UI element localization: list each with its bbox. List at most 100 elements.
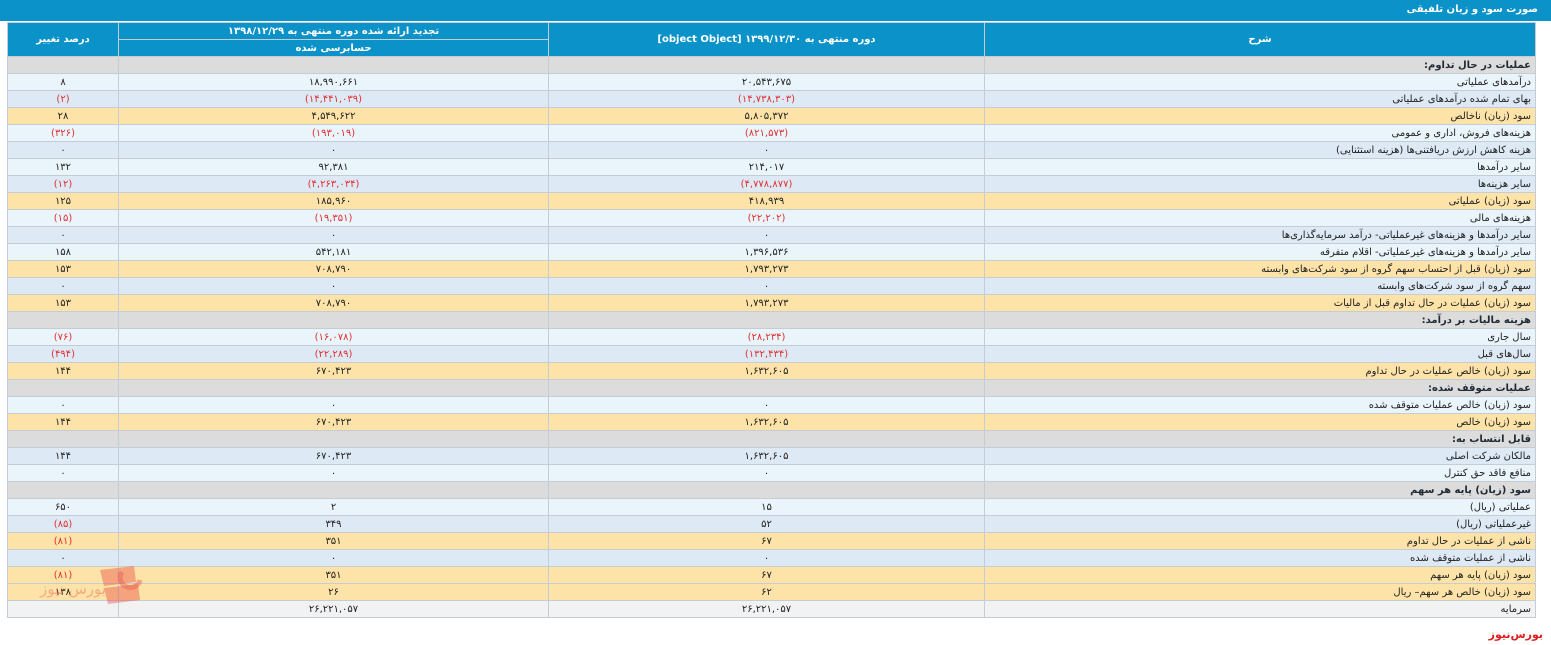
row-previous-value: ۷۰۸,۷۹۰ — [118, 294, 549, 312]
row-description: سود (زیان) قبل از احتساب سهم گروه از سود… — [984, 260, 1536, 278]
brand-logo-text: بورس‌نیوز — [1488, 628, 1543, 641]
row-change-pct: ۱۴۴ — [7, 362, 119, 380]
row-current-value: ۲۶,۲۲۱,۰۵۷ — [548, 600, 985, 618]
header-desc: شرح — [984, 22, 1536, 57]
row-current-value: ۲۱۴,۰۱۷ — [548, 158, 985, 176]
header-audited: حسابرسی شده — [118, 39, 549, 57]
row-change-pct: (۱۲) — [7, 175, 119, 193]
table-row: بهای تمام شده درآمدهای عملیاتی (۱۴,۷۳۸,۳۰… — [7, 90, 1536, 108]
table-row: هزینه‌های فروش، اداری و عمومی (۸۲۱,۵۷۳) (۱… — [7, 124, 1536, 142]
row-description: قابل انتساب به: — [984, 430, 1536, 448]
header-previous-period: تجدید ارائه شده دوره منتهی به ۱۳۹۸/۱۲/۲۹ — [118, 22, 549, 40]
header-current-period: دوره منتهی به ۱۳۹۹/۱۲/۳۰ [object Object] — [548, 22, 985, 57]
report-title: صورت سود و زیان تلفیقی — [1406, 4, 1538, 15]
row-description: سال‌های قبل — [984, 345, 1536, 363]
row-previous-value: ۰ — [118, 141, 549, 159]
row-current-value — [548, 481, 985, 499]
row-previous-value: (۱۹۳,۰۱۹) — [118, 124, 549, 142]
header-row: شرح دوره منتهی به ۱۳۹۹/۱۲/۳۰ [object Obj… — [7, 22, 1536, 57]
row-previous-value: (۱۴,۴۴۱,۰۳۹) — [118, 90, 549, 108]
row-current-value: ۱,۳۹۶,۵۳۶ — [548, 243, 985, 261]
row-description: سود (زیان) عملیات در حال تداوم قبل از ما… — [984, 294, 1536, 312]
row-change-pct: ۱۵۳ — [7, 294, 119, 312]
row-change-pct: (۸۵) — [7, 515, 119, 533]
row-current-value: ۶۷ — [548, 566, 985, 584]
table-row: سایر درآمدها و هزینه‌های غیرعملیاتی- اقل… — [7, 243, 1536, 261]
row-previous-value: (۲۲,۲۸۹) — [118, 345, 549, 363]
row-change-pct — [7, 600, 119, 618]
table-row: ناشی از عملیات در حال تداوم ۶۷ ۳۵۱ (۸۱) — [7, 532, 1536, 550]
row-previous-value: ۰ — [118, 464, 549, 482]
row-previous-value: ۱۸,۹۹۰,۶۶۱ — [118, 73, 549, 91]
row-previous-value: ۳۵۱ — [118, 566, 549, 584]
row-description: غیرعملیاتی (ریال) — [984, 515, 1536, 533]
row-description: درآمدهای عملیاتی — [984, 73, 1536, 91]
header-subrow: حسابرسی شده — [8, 39, 1536, 57]
table-row: سود (زیان) خالص عملیات متوقف شده ۰ ۰ ۰ — [7, 396, 1536, 414]
row-current-value: ۵,۸۰۵,۳۷۲ — [548, 107, 985, 125]
row-description: منافع فاقد حق کنترل — [984, 464, 1536, 482]
row-current-value: (۲۲,۲۰۲) — [548, 209, 985, 227]
row-current-value: ۰ — [548, 464, 985, 482]
row-current-value: (۴,۷۷۸,۸۷۷) — [548, 175, 985, 193]
row-description: سایر درآمدها و هزینه‌های غیرعملیاتی- اقل… — [984, 243, 1536, 261]
row-previous-value: (۴,۲۶۳,۰۳۴) — [118, 175, 549, 193]
row-current-value: ۰ — [548, 396, 985, 414]
row-description: سرمایه — [984, 600, 1536, 618]
section-row: عملیات در حال تداوم: — [7, 56, 1536, 74]
row-current-value: ۵۲ — [548, 515, 985, 533]
row-previous-value — [118, 430, 549, 448]
row-current-value: ۰ — [548, 549, 985, 567]
table-row: سال‌های قبل (۱۳۲,۴۳۴) (۲۲,۲۸۹) (۴۹۴) — [7, 345, 1536, 363]
row-current-value — [548, 311, 985, 329]
row-description: هزینه‌های مالی — [984, 209, 1536, 227]
row-previous-value: ۶۷۰,۴۲۳ — [118, 447, 549, 465]
table-body: عملیات در حال تداوم: درآمدهای عملیاتی ۲۰,۵… — [7, 56, 1536, 618]
row-description: سایر درآمدها و هزینه‌های غیرعملیاتی- درآ… — [984, 226, 1536, 244]
table-row: سود (زیان) خالص ۱,۶۳۲,۶۰۵ ۶۷۰,۴۲۳ ۱۴۴ — [7, 413, 1536, 431]
row-description: عملیاتی (ریال) — [984, 498, 1536, 516]
row-previous-value: ۵۴۲,۱۸۱ — [118, 243, 549, 261]
table-row: سود (زیان) پایه هر سهم ۶۷ ۳۵۱ (۸۱) — [7, 566, 1536, 584]
row-previous-value — [118, 379, 549, 397]
row-previous-value: ۰ — [118, 226, 549, 244]
watermark-logo-icon — [100, 566, 143, 604]
table-row: ناشی از عملیات متوقف شده ۰ ۰ ۰ — [7, 549, 1536, 567]
row-change-pct — [7, 311, 119, 329]
row-previous-value — [118, 56, 549, 74]
row-change-pct: (۴۹۴) — [7, 345, 119, 363]
row-change-pct: ۱۵۸ — [7, 243, 119, 261]
row-current-value: ۱,۷۹۳,۲۷۳ — [548, 294, 985, 312]
row-change-pct: (۳۲۶) — [7, 124, 119, 142]
row-current-value: ۱,۶۳۲,۶۰۵ — [548, 447, 985, 465]
table-row: سود (زیان) عملیات در حال تداوم قبل از ما… — [7, 294, 1536, 312]
row-previous-value: ۳۴۹ — [118, 515, 549, 533]
table-row: سال جاری (۲۸,۲۳۴) (۱۶,۰۷۸) (۷۶) — [7, 328, 1536, 346]
row-description: بهای تمام شده درآمدهای عملیاتی — [984, 90, 1536, 108]
watermark-logo: بورس نیوز — [39, 566, 143, 604]
table-row: سهم گروه از سود شرکت‌های وابسته ۰ ۰ ۰ — [7, 277, 1536, 295]
table-row: غیرعملیاتی (ریال) ۵۲ ۳۴۹ (۸۵) — [7, 515, 1536, 533]
row-description: سود (زیان) خالص عملیات متوقف شده — [984, 396, 1536, 414]
row-description: سود (زیان) پایه هر سهم — [984, 481, 1536, 499]
table-row: عملیاتی (ریال) ۱۵ ۲ ۶۵۰ — [7, 498, 1536, 516]
row-current-value: ۰ — [548, 277, 985, 295]
section-row: سود (زیان) پایه هر سهم — [7, 481, 1536, 499]
section-row: هزینه مالیات بر درآمد: — [7, 311, 1536, 329]
row-current-value: ۶۲ — [548, 583, 985, 601]
table-row: سایر درآمدها ۲۱۴,۰۱۷ ۹۲,۳۸۱ ۱۳۲ — [7, 158, 1536, 176]
row-current-value: ۲۰,۵۴۳,۶۷۵ — [548, 73, 985, 91]
row-description: هزینه‌های فروش، اداری و عمومی — [984, 124, 1536, 142]
row-previous-value: ۷۰۸,۷۹۰ — [118, 260, 549, 278]
row-change-pct: (۸۱) — [7, 532, 119, 550]
row-previous-value: ۶۷۰,۴۲۳ — [118, 362, 549, 380]
watermark-text: بورس نیوز — [39, 580, 106, 598]
row-previous-value: ۲۶ — [118, 583, 549, 601]
row-description: سود (زیان) خالص هر سهم– ریال — [984, 583, 1536, 601]
row-current-value: ۱۵ — [548, 498, 985, 516]
row-description: سود (زیان) عملیاتی — [984, 192, 1536, 210]
row-description: سود (زیان) پایه هر سهم — [984, 566, 1536, 584]
row-previous-value: ۹۲,۳۸۱ — [118, 158, 549, 176]
table-row: سود (زیان) خالص عملیات در حال تداوم ۱,۶۳۲… — [7, 362, 1536, 380]
row-previous-value: ۴,۵۴۹,۶۲۲ — [118, 107, 549, 125]
